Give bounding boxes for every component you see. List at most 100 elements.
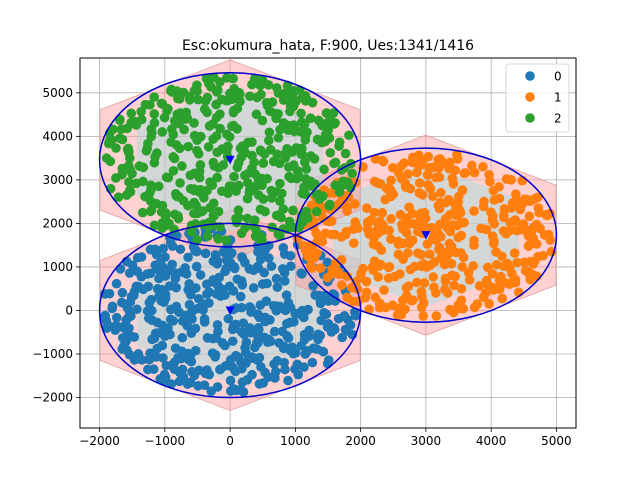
ue-point-2: [114, 115, 125, 125]
ue-point-0: [160, 372, 171, 382]
ue-point-2: [116, 124, 127, 135]
ue-point-0: [272, 282, 283, 292]
y-tick-label: 1000: [42, 260, 73, 274]
ue-point-0: [175, 244, 186, 255]
ue-point-2: [213, 233, 223, 244]
ue-point-0: [283, 375, 293, 386]
ue-point-2: [174, 192, 184, 202]
ue-point-2: [215, 109, 225, 119]
ue-point-1: [538, 250, 548, 261]
ue-point-2: [231, 213, 241, 224]
ue-point-1: [342, 271, 353, 282]
ue-point-1: [467, 160, 477, 171]
ue-point-0: [145, 348, 155, 359]
ue-point-2: [334, 187, 345, 197]
ue-point-2: [152, 148, 162, 158]
ue-point-1: [350, 199, 360, 209]
ue-point-2: [189, 168, 200, 179]
ue-point-1: [386, 234, 396, 245]
legend-label-2: 2: [554, 112, 562, 126]
ue-point-1: [416, 286, 427, 297]
ue-point-1: [405, 183, 416, 194]
ue-point-0: [240, 257, 250, 268]
ue-point-2: [113, 192, 124, 202]
ue-point-2: [275, 196, 285, 207]
ue-point-2: [343, 177, 353, 188]
ue-point-1: [386, 213, 396, 224]
ue-point-0: [180, 263, 190, 273]
ue-point-0: [202, 289, 212, 299]
ue-point-2: [108, 124, 118, 135]
ue-point-2: [221, 235, 232, 246]
ue-point-0: [231, 303, 241, 313]
ue-point-1: [459, 217, 469, 228]
ue-point-2: [235, 143, 246, 154]
ue-point-2: [202, 231, 213, 242]
ue-point-1: [399, 158, 410, 168]
ue-point-2: [320, 136, 331, 147]
ue-point-2: [218, 160, 229, 170]
ue-point-1: [436, 187, 446, 198]
ue-point-2: [280, 153, 291, 163]
legend: 0 1 2: [505, 63, 570, 133]
ue-point-0: [308, 280, 318, 291]
ue-point-2: [282, 120, 293, 131]
ue-point-1: [463, 267, 474, 278]
ue-point-0: [223, 313, 234, 324]
ue-point-1: [412, 167, 422, 178]
ue-point-0: [227, 336, 238, 347]
ue-point-2: [262, 100, 273, 111]
ue-point-0: [252, 338, 263, 348]
ue-point-0: [200, 248, 211, 259]
ue-point-1: [425, 260, 436, 270]
ue-point-1: [457, 262, 468, 272]
ue-point-2: [171, 140, 182, 150]
ue-point-1: [327, 264, 337, 275]
ue-point-1: [428, 272, 439, 282]
ue-point-0: [115, 264, 126, 274]
ue-point-0: [288, 348, 299, 359]
ue-point-1: [469, 167, 480, 178]
ue-point-0: [236, 327, 247, 337]
ue-point-1: [488, 185, 499, 196]
ue-point-0: [184, 299, 195, 310]
ue-point-1: [355, 272, 366, 283]
ue-point-2: [169, 209, 180, 220]
ue-point-0: [138, 284, 149, 295]
ue-point-0: [254, 324, 264, 335]
ue-point-1: [501, 228, 511, 239]
ue-point-2: [287, 145, 297, 156]
ue-point-0: [248, 283, 259, 293]
ue-point-1: [414, 188, 425, 198]
ue-point-2: [156, 207, 167, 217]
ue-point-0: [259, 267, 270, 278]
ue-point-2: [275, 124, 285, 135]
ue-point-2: [149, 157, 160, 168]
ue-point-0: [186, 328, 197, 338]
ue-point-2: [117, 163, 128, 174]
ue-point-1: [369, 207, 380, 218]
ue-point-0: [153, 263, 163, 274]
ue-point-2: [297, 117, 307, 128]
ue-point-1: [497, 293, 508, 304]
ue-point-0: [167, 259, 177, 270]
ue-point-2: [215, 123, 225, 134]
ue-point-1: [522, 225, 533, 236]
ue-point-2: [141, 146, 152, 156]
ue-point-1: [450, 271, 461, 282]
ue-point-0: [152, 343, 162, 354]
ue-point-0: [160, 289, 171, 300]
ue-point-1: [333, 199, 344, 210]
ue-point-1: [388, 189, 399, 200]
ue-point-1: [443, 249, 454, 259]
ue-point-1: [400, 304, 410, 315]
ue-point-0: [191, 261, 202, 272]
ue-point-1: [403, 169, 413, 179]
ue-point-1: [469, 240, 479, 250]
legend-box: [505, 63, 570, 133]
ue-point-1: [472, 299, 483, 309]
ue-point-0: [247, 369, 257, 380]
y-tick-label: 4000: [42, 129, 73, 143]
ue-point-0: [237, 363, 247, 374]
ue-point-2: [300, 157, 310, 167]
